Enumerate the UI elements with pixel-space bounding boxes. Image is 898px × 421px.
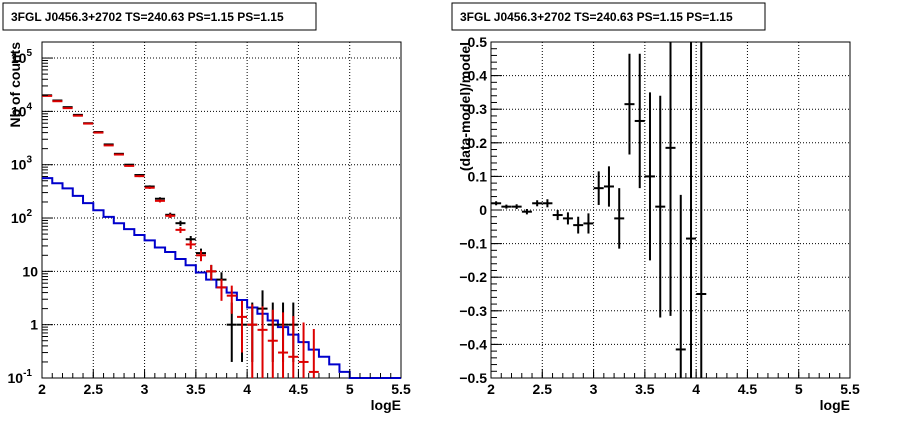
counts-panel: 3FGL J0456.3+2702 TS=240.63 PS=1.15 PS=1…	[2, 2, 411, 413]
residual-x-tick-label: 5	[795, 381, 803, 397]
counts-x-tick-label: 4	[243, 381, 251, 397]
counts-y-tick-label: 102	[11, 208, 33, 226]
counts-y-tick-base: 1	[30, 317, 38, 333]
counts-y-axis-label: Nb of counts	[7, 42, 23, 128]
counts-title-box	[2, 2, 317, 31]
residual-marks	[491, 42, 707, 378]
counts-y-tick-exponent: 2	[26, 208, 32, 219]
residual-y-axis-label: (data-model)/model	[457, 42, 473, 171]
counts-y-tick-label: 104	[11, 101, 33, 119]
counts-x-tick-label: 3.5	[186, 381, 206, 397]
counts-y-tick-base: 10	[11, 50, 27, 66]
counts-y-tick-exponent: 5	[26, 48, 32, 59]
residual-y-tick-label: −0.4	[459, 336, 487, 352]
residual-x-ticks: 2 2.5 3 3.5 4 4.5 5 5.5	[487, 369, 860, 397]
counts-plot-frame	[41, 41, 402, 379]
counts-y-tick-label: 1	[30, 317, 38, 333]
counts-y-tick-label: 10	[22, 263, 38, 279]
residual-y-tick-label: −0.2	[459, 269, 487, 285]
residual-y-ticks: −0.5 −0.4 −0.3 −0.2 −0.1 0 0.1 0.2 0.3 0.4 0.5	[459, 34, 502, 386]
residual-x-tick-label: 4.5	[738, 381, 758, 397]
counts-y-tick-base: 10	[22, 263, 38, 279]
residual-y-tick-label: 0.3	[468, 101, 488, 117]
residual-panel: 3FGL J0456.3+2702 TS=240.63 PS=1.15 PS=1…	[451, 2, 860, 413]
residual-y-tick-label: 0	[479, 202, 487, 218]
counts-y-tick-base: 10	[11, 210, 27, 226]
counts-marks	[42, 94, 401, 379]
counts-x-tick-label: 4.5	[289, 381, 309, 397]
residual-y-tick-label: 0.5	[468, 34, 488, 50]
residual-y-tick-label: 0.4	[468, 68, 488, 84]
counts-x-axis-label: logE	[371, 397, 401, 413]
residual-x-axis-label: logE	[820, 397, 850, 413]
counts-x-tick-label: 5.5	[391, 381, 411, 397]
residual-x-tick-label: 5.5	[840, 381, 860, 397]
counts-x-tick-label: 3	[141, 381, 149, 397]
residual-x-tick-label: 2	[487, 381, 495, 397]
counts-title: 3FGL J0456.3+2702 TS=240.63 PS=1.15 PS=1…	[11, 10, 284, 24]
counts-y-tick-exponent: -1	[23, 368, 32, 379]
residual-title-box	[451, 2, 766, 31]
residual-y-tick-label: −0.5	[459, 370, 487, 386]
counts-y-tick-label: 103	[11, 155, 33, 173]
residual-grid	[491, 42, 850, 378]
counts-y-tick-base: 10	[11, 103, 27, 119]
residual-x-tick-label: 3.5	[635, 381, 655, 397]
counts-x-ticks: 2 2.5 3 3.5 4 4.5 5 5.5	[38, 369, 411, 397]
counts-x-tick-label: 5	[346, 381, 354, 397]
residual-title: 3FGL J0456.3+2702 TS=240.63 PS=1.15 PS=1…	[460, 10, 733, 24]
residual-x-tick-label: 2.5	[533, 381, 553, 397]
residual-y-tick-label: 0.2	[468, 135, 488, 151]
residual-y-tick-label: −0.3	[459, 303, 487, 319]
counts-y-tick-label: 105	[11, 48, 33, 66]
counts-x-tick-label: 2	[38, 381, 46, 397]
residual-y-tick-label: −0.1	[459, 236, 487, 252]
counts-x-tick-label: 2.5	[84, 381, 104, 397]
residual-x-tick-label: 4	[692, 381, 700, 397]
counts-y-tick-label: 10-1	[8, 368, 33, 386]
residual-y-tick-label: 0.1	[468, 168, 488, 184]
counts-y-tick-base: 10	[8, 370, 24, 386]
counts-y-tick-base: 10	[11, 157, 27, 173]
counts-y-tick-exponent: 3	[26, 155, 32, 166]
counts-y-tick-exponent: 4	[26, 101, 32, 112]
residual-x-tick-label: 3	[590, 381, 598, 397]
